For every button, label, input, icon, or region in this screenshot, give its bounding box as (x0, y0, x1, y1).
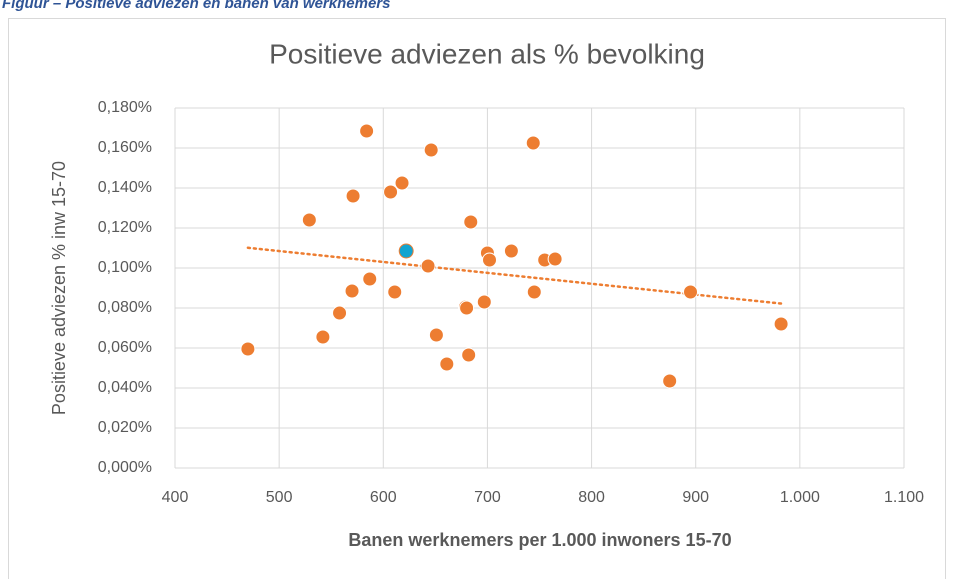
y-tick-label: 0,180% (98, 99, 152, 116)
data-point (423, 142, 439, 158)
y-tick-label: 0,020% (98, 419, 152, 436)
y-tick-label: 0,080% (98, 299, 152, 316)
caption: Figuur – Positieve adviezen en banen van… (2, 0, 390, 12)
data-point (359, 123, 375, 139)
data-point (461, 347, 477, 363)
data-point (345, 188, 361, 204)
chart-title: Positieve adviezen als % bevolking (269, 38, 705, 69)
data-point (662, 373, 678, 389)
data-point (482, 252, 498, 268)
data-point (315, 329, 331, 345)
data-point (344, 283, 360, 299)
y-tick-label: 0,100% (98, 259, 152, 276)
y-tick-label: 0,000% (98, 459, 152, 476)
data-point (420, 258, 436, 274)
data-point (503, 243, 519, 259)
data-point (525, 135, 541, 151)
data-point (383, 184, 399, 200)
y-tick-label: 0,120% (98, 219, 152, 236)
x-tick-label: 700 (474, 489, 501, 506)
y-tick-label: 0,060% (98, 339, 152, 356)
data-point (463, 214, 479, 230)
data-point (332, 305, 348, 321)
y-tick-label: 0,140% (98, 179, 152, 196)
x-axis-label: Banen werknemers per 1.000 inwoners 15-7… (348, 530, 731, 550)
data-point (240, 341, 256, 357)
data-point (683, 284, 699, 300)
data-point (428, 327, 444, 343)
data-point (547, 251, 563, 267)
data-point (398, 243, 414, 259)
y-tick-label: 0,040% (98, 379, 152, 396)
x-tick-label: 400 (162, 489, 189, 506)
x-tick-label: 800 (578, 489, 605, 506)
data-point (439, 356, 455, 372)
data-point (301, 212, 317, 228)
x-tick-label: 500 (266, 489, 293, 506)
data-point (773, 316, 789, 332)
x-tick-label: 1.100 (884, 489, 924, 506)
data-point (387, 284, 403, 300)
data-point (459, 300, 475, 316)
y-axis-label: Positieve adviezen % inw 15-70 (49, 161, 69, 415)
data-point (526, 284, 542, 300)
x-tick-label: 600 (370, 489, 397, 506)
data-point (362, 271, 378, 287)
y-tick-label: 0,160% (98, 139, 152, 156)
x-tick-label: 900 (682, 489, 709, 506)
data-point (394, 175, 410, 191)
x-tick-label: 1.000 (780, 489, 820, 506)
data-point (476, 294, 492, 310)
